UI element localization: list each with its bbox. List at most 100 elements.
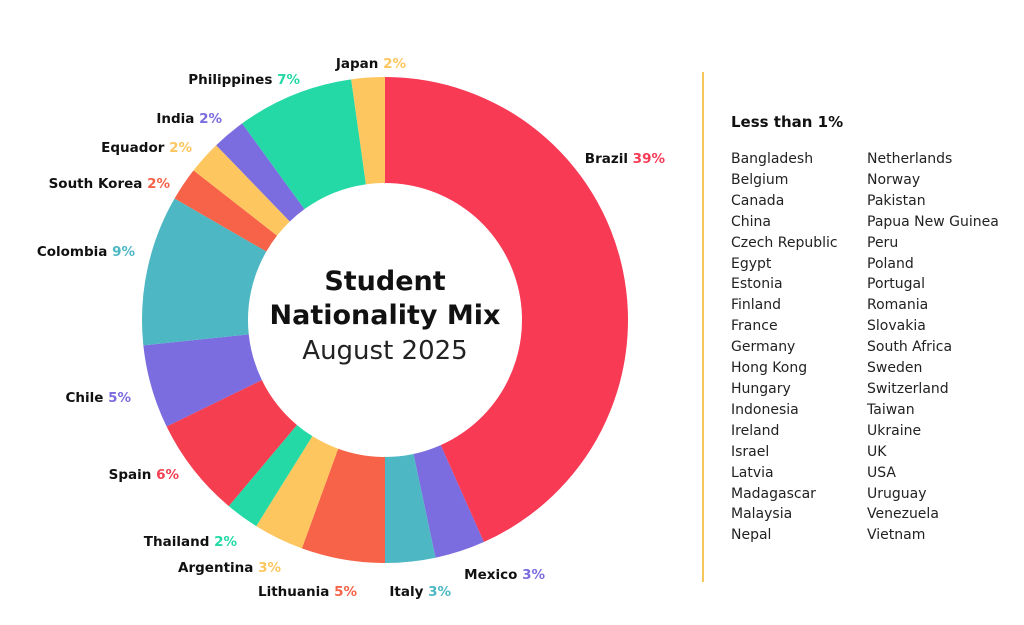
label-value-india: 2%: [199, 111, 222, 127]
minor-countries-column-1: Bangladesh Belgium Canada China Czech Republ…: [731, 149, 867, 546]
minor-country-item: Peru: [867, 234, 899, 251]
minor-country-item: Indonesia: [731, 401, 799, 418]
minor-country-item: UK: [867, 443, 887, 460]
slice-equador: [193, 145, 290, 236]
minor-country-item: Belgium: [731, 171, 789, 188]
slice-brazil: [385, 77, 628, 542]
label-name-brazil: Brazil: [585, 151, 633, 167]
slice-south-korea: [174, 170, 278, 252]
label-argentina: Argentina 3%: [178, 560, 281, 576]
label-value-thailand: 2%: [214, 534, 237, 550]
minor-country-item: Bangladesh: [731, 151, 814, 167]
slice-spain: [166, 380, 297, 507]
slice-japan: [351, 77, 385, 185]
slices-layer: [142, 77, 628, 563]
minor-country-item: Ireland: [731, 422, 780, 439]
chart-title-line-2: Nationality Mix: [270, 300, 501, 331]
minor-country-item: Madagascar: [731, 485, 816, 502]
label-name-argentina: Argentina: [178, 560, 258, 576]
label-equador: Equador 2%: [101, 140, 192, 156]
label-spain: Spain 6%: [109, 467, 180, 483]
label-brazil: Brazil 39%: [585, 151, 666, 167]
label-name-colombia: Colombia: [37, 244, 112, 260]
slice-chile: [143, 334, 262, 427]
minor-country-item: Portugal: [867, 276, 925, 293]
slice-argentina: [256, 436, 339, 549]
label-name-philippines: Philippines: [188, 72, 277, 88]
label-value-chile: 5%: [108, 390, 131, 406]
minor-country-item: Malaysia: [731, 506, 793, 523]
minor-country-item: France: [731, 318, 778, 335]
minor-country-item: Czech Republic: [731, 234, 838, 251]
minor-country-item: Vietnam: [867, 527, 926, 544]
label-value-mexico: 3%: [522, 567, 545, 583]
label-name-thailand: Thailand: [144, 534, 214, 550]
minor-country-item: South Africa: [867, 339, 953, 356]
label-value-italy: 3%: [428, 584, 451, 600]
minor-country-item: Latvia: [731, 464, 774, 481]
minor-country-item: Slovakia: [867, 318, 926, 335]
label-name-spain: Spain: [109, 467, 156, 483]
label-japan: Japan 2%: [335, 56, 407, 72]
minor-country-item: Netherlands: [867, 151, 953, 167]
label-value-brazil: 39%: [633, 151, 666, 167]
minor-country-item: Ukraine: [867, 422, 922, 439]
label-thailand: Thailand 2%: [144, 534, 238, 550]
label-name-japan: Japan: [335, 56, 383, 72]
label-south-korea: South Korea 2%: [49, 176, 171, 192]
label-india: India 2%: [156, 111, 222, 127]
label-name-equador: Equador: [101, 140, 169, 156]
slice-lithuania: [301, 448, 385, 563]
minor-country-item: Germany: [731, 339, 796, 356]
label-value-colombia: 9%: [112, 244, 135, 260]
minor-country-item: Romania: [867, 297, 929, 314]
minor-country-item: Sweden: [867, 360, 923, 377]
label-value-equador: 2%: [169, 140, 192, 156]
labels-layer: Brazil 39%Mexico 3%Italy 3%Lithuania 5%A…: [37, 56, 666, 600]
minor-country-item: Egypt: [731, 255, 772, 272]
minor-country-item: Papua New Guinea: [867, 213, 999, 230]
label-value-argentina: 3%: [258, 560, 281, 576]
minor-countries-title: Less than 1%: [731, 113, 844, 131]
label-name-lithuania: Lithuania: [258, 584, 334, 600]
minor-country-item: Taiwan: [867, 401, 915, 418]
label-italy: Italy 3%: [389, 584, 451, 600]
label-name-south-korea: South Korea: [49, 176, 148, 192]
slice-philippines: [242, 79, 366, 210]
label-value-philippines: 7%: [277, 72, 300, 88]
label-mexico: Mexico 3%: [464, 567, 545, 583]
donut-chart: Brazil 39%Mexico 3%Italy 3%Lithuania 5%A…: [37, 56, 666, 600]
label-philippines: Philippines 7%: [188, 72, 300, 88]
label-value-spain: 6%: [156, 467, 179, 483]
slice-india: [216, 123, 305, 222]
minor-country-item: Poland: [867, 255, 914, 272]
slice-italy: [385, 454, 436, 563]
minor-country-item: Pakistan: [867, 192, 926, 209]
chart-subtitle: August 2025: [302, 336, 467, 366]
label-value-south-korea: 2%: [147, 176, 170, 192]
minor-country-item: Uruguay: [867, 485, 927, 502]
panel-divider: [702, 72, 704, 582]
chart-title-line-1: Student: [324, 266, 445, 297]
slice-colombia: [142, 198, 267, 346]
minor-country-item: Hong Kong: [731, 360, 808, 377]
label-lithuania: Lithuania 5%: [258, 584, 357, 600]
minor-countries-column-2: Netherlands Norway Pakistan Papua New Guine…: [867, 149, 1017, 546]
label-name-italy: Italy: [389, 584, 428, 600]
slice-thailand: [228, 424, 313, 527]
label-colombia: Colombia 9%: [37, 244, 136, 260]
minor-country-item: Nepal: [731, 527, 772, 544]
label-name-chile: Chile: [65, 390, 108, 406]
label-value-lithuania: 5%: [334, 584, 357, 600]
slice-mexico: [413, 445, 484, 558]
minor-country-item: Estonia: [731, 276, 783, 293]
minor-country-item: Finland: [731, 297, 782, 314]
minor-country-item: Switzerland: [867, 380, 949, 397]
minor-country-item: Hungary: [731, 380, 791, 397]
minor-country-item: Canada: [731, 192, 785, 209]
label-value-japan: 2%: [383, 56, 406, 72]
minor-country-item: Norway: [867, 171, 921, 188]
label-name-mexico: Mexico: [464, 567, 522, 583]
minor-country-item: China: [731, 213, 771, 230]
